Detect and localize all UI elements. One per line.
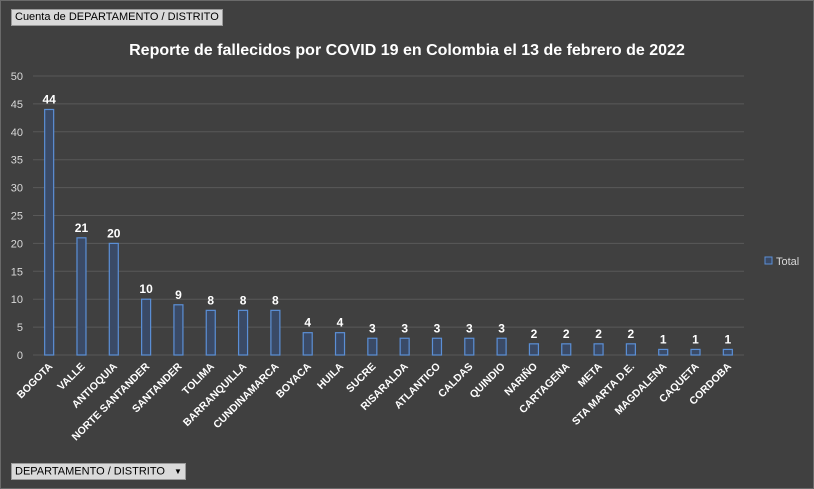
gridlines — [33, 75, 744, 356]
data-label: 2 — [595, 327, 602, 341]
axis-field-label: DEPARTAMENTO / DISTRITO — [15, 465, 165, 478]
bar[interactable] — [431, 337, 443, 356]
bar[interactable] — [141, 298, 152, 356]
y-tick-label: 50 — [11, 71, 23, 83]
y-tick-label: 15 — [11, 266, 23, 278]
data-label: 2 — [563, 327, 570, 341]
data-label: 2 — [628, 327, 635, 341]
bar[interactable] — [625, 343, 636, 356]
x-tick-label: QUINDIO — [467, 361, 507, 401]
y-tick-label: 10 — [11, 294, 23, 306]
data-label: 1 — [724, 332, 731, 346]
axis-field-button[interactable]: DEPARTAMENTO / DISTRITO ▼ — [11, 463, 186, 480]
bars — [44, 108, 733, 356]
bar[interactable] — [658, 348, 669, 356]
data-label: 1 — [692, 332, 699, 346]
y-tick-label: 25 — [11, 211, 23, 223]
bar[interactable] — [108, 242, 119, 356]
dropdown-arrow-icon[interactable]: ▼ — [174, 467, 182, 476]
data-label: 8 — [272, 293, 279, 307]
data-label: 21 — [75, 221, 89, 235]
chart-title: Reporte de fallecidos por COVID 19 en Co… — [129, 42, 685, 59]
bar[interactable] — [205, 309, 216, 356]
data-label: 9 — [175, 288, 182, 302]
bar[interactable] — [44, 108, 55, 356]
bar[interactable] — [399, 337, 410, 356]
legend-swatch — [764, 256, 773, 265]
value-field-label: Cuenta de DEPARTAMENTO / DISTRITO — [15, 11, 219, 23]
bar[interactable] — [561, 343, 572, 356]
data-label: 44 — [42, 92, 56, 106]
legend: Total — [764, 256, 799, 268]
bar[interactable] — [722, 348, 733, 356]
y-axis: 0 5 10 15 20 25 30 35 40 45 50 — [11, 71, 23, 362]
bar[interactable] — [464, 337, 475, 356]
bar[interactable] — [528, 343, 540, 356]
x-tick-label: HUILA — [315, 360, 346, 391]
bar[interactable] — [367, 337, 378, 356]
bar[interactable] — [690, 348, 701, 356]
legend-label: Total — [776, 256, 799, 268]
y-tick-label: 30 — [11, 183, 23, 195]
data-label: 4 — [337, 316, 344, 330]
x-tick-label: BOGOTA — [15, 360, 56, 401]
data-label: 8 — [240, 293, 247, 307]
data-label: 3 — [466, 321, 473, 335]
data-label: 4 — [304, 316, 311, 330]
y-tick-label: 5 — [17, 322, 23, 334]
data-label: 3 — [434, 321, 441, 335]
bar[interactable] — [76, 237, 87, 356]
value-field-button[interactable]: Cuenta de DEPARTAMENTO / DISTRITO — [11, 9, 223, 26]
x-tick-label: META — [576, 360, 605, 389]
data-label: 1 — [660, 332, 667, 346]
bar[interactable] — [496, 337, 507, 356]
bar[interactable] — [270, 309, 281, 356]
y-tick-label: 35 — [11, 155, 23, 167]
y-tick-label: 0 — [17, 350, 23, 362]
data-label: 3 — [369, 321, 376, 335]
data-label: 8 — [207, 293, 214, 307]
data-label: 2 — [531, 327, 538, 341]
data-label: 3 — [401, 321, 408, 335]
bar[interactable] — [593, 343, 604, 356]
bar[interactable] — [302, 332, 313, 356]
data-label: 20 — [107, 226, 121, 240]
bar[interactable] — [237, 309, 249, 356]
data-label: 10 — [139, 282, 153, 296]
bar[interactable] — [173, 304, 184, 356]
y-tick-label: 40 — [11, 127, 23, 139]
bar[interactable] — [334, 332, 346, 356]
data-label: 3 — [498, 321, 505, 335]
x-tick-label: BOYACA — [274, 360, 314, 400]
y-tick-label: 20 — [11, 238, 23, 250]
y-tick-label: 45 — [11, 99, 23, 111]
